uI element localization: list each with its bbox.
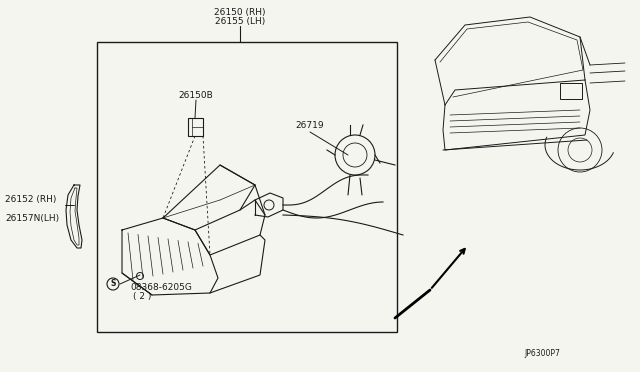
Text: 26719: 26719: [295, 121, 324, 130]
Text: ( 2 ): ( 2 ): [133, 292, 152, 301]
Text: S: S: [110, 279, 116, 289]
Bar: [97, 42, 397, 332]
Text: 08368-6205G: 08368-6205G: [130, 283, 192, 292]
Text: 26150B: 26150B: [179, 91, 213, 100]
Text: 26157N(LH): 26157N(LH): [5, 214, 59, 223]
Bar: [188, 118, 203, 136]
Bar: [560, 83, 582, 99]
Text: 26152 (RH): 26152 (RH): [5, 195, 56, 204]
Text: 26155 (LH): 26155 (LH): [215, 17, 265, 26]
Text: JP6300P7: JP6300P7: [524, 349, 560, 358]
Text: 26150 (RH): 26150 (RH): [214, 8, 266, 17]
